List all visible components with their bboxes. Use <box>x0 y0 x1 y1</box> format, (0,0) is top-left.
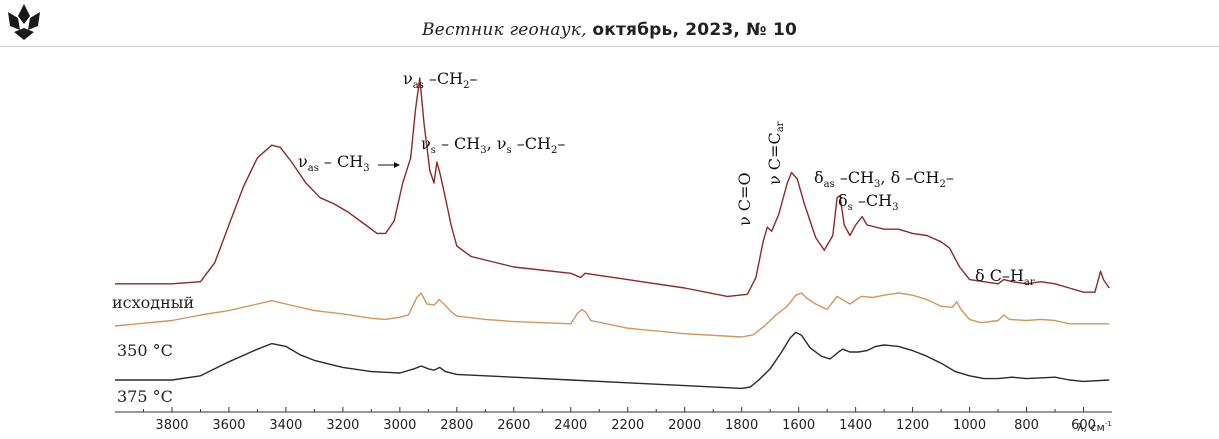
x-tick-label: 600 <box>1071 418 1096 433</box>
x-tick-label: 3800 <box>155 418 188 433</box>
annotation-arrowhead <box>394 162 400 168</box>
x-tick-label: 3600 <box>212 418 245 433</box>
x-tick-label: 3400 <box>269 418 302 433</box>
annotation-vas-ch2: νas –CH2– <box>403 69 477 91</box>
page-header: Вестник геонаук, октябрь, 2023, № 10 <box>0 0 1219 46</box>
series-line-0 <box>115 77 1110 298</box>
series-line-2 <box>115 331 1110 390</box>
annotation-vas-ch3: νas – CH3 <box>298 152 370 174</box>
series-line-1 <box>114 292 1110 338</box>
x-tick-label: 1000 <box>953 418 986 433</box>
x-tick-label: 1200 <box>896 418 929 433</box>
x-tick-label: 1600 <box>782 418 815 433</box>
annotation-v-cc-ar: ν C=Car <box>765 121 786 185</box>
series-label-375: 375 °C <box>117 387 173 406</box>
journal-issue-line: Вестник геонаук, октябрь, 2023, № 10 <box>0 20 1219 40</box>
series-label-original: исходный <box>112 293 194 312</box>
x-tick-label: 2200 <box>611 418 644 433</box>
annotation-d-ch-ar: δ C–Har <box>975 266 1035 288</box>
x-tick-label: 800 <box>1014 418 1039 433</box>
series-label-350: 350 °C <box>117 341 173 360</box>
x-tick-label: 2400 <box>554 418 587 433</box>
x-tick-label: 1400 <box>839 418 872 433</box>
crystal-logo-icon <box>8 4 40 40</box>
x-tick-label: 2000 <box>668 418 701 433</box>
x-tick-label: 2600 <box>497 418 530 433</box>
annotation-ds-ch3: δs –CH3 <box>838 191 898 213</box>
x-tick-label: 2800 <box>440 418 473 433</box>
journal-name: Вестник геонаук, <box>421 20 587 40</box>
annotation-vs-ch3-ch2: νs – CH3, νs –CH2– <box>421 134 565 156</box>
x-tick-label: 1800 <box>725 418 758 433</box>
x-tick-label: 3000 <box>383 418 416 433</box>
header-divider <box>0 46 1219 47</box>
annotation-v-co: ν C=O <box>735 172 754 226</box>
x-tick-label: 3200 <box>326 418 359 433</box>
x-axis-label: λ, см-1 <box>1077 420 1112 434</box>
annotation-das-ch3-ch2: δas –CH3, δ –CH2– <box>814 168 954 190</box>
issue-info: октябрь, 2023, № 10 <box>592 20 797 40</box>
